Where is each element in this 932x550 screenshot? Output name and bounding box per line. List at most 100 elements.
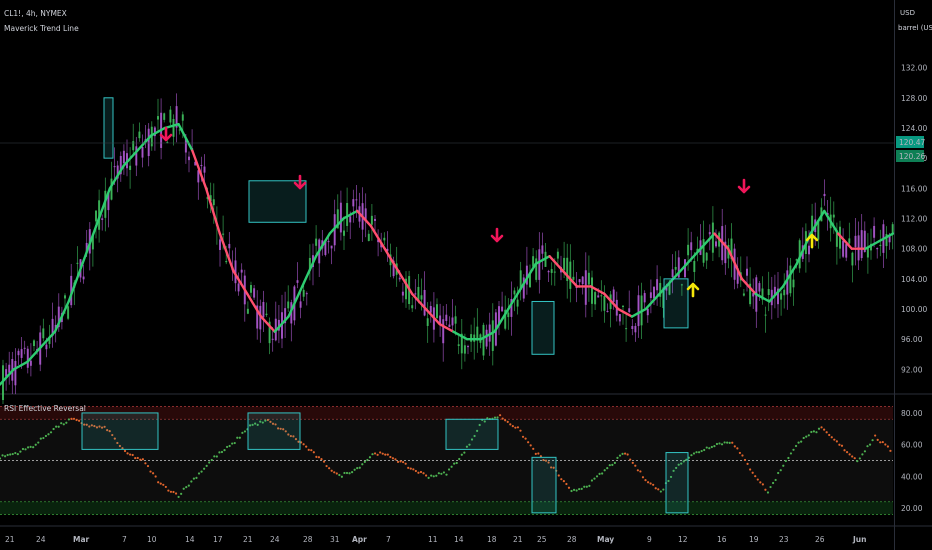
candle-body xyxy=(110,178,113,200)
rsi-reversal-box xyxy=(247,412,301,450)
rsi-point xyxy=(498,414,502,417)
rsi-point xyxy=(779,469,782,472)
rsi-point xyxy=(294,438,298,441)
candle-body xyxy=(107,192,110,211)
trend-line-segment xyxy=(40,330,57,348)
candle-body xyxy=(498,306,500,326)
trend-line-segment xyxy=(809,209,826,235)
rsi-point xyxy=(328,467,331,470)
rsi-point xyxy=(402,460,405,464)
candle-body xyxy=(228,243,231,249)
candle-body xyxy=(510,298,513,317)
candle-body xyxy=(26,348,29,368)
candle-body xyxy=(85,242,88,253)
rsi-point xyxy=(356,467,359,470)
rsi-point xyxy=(396,460,400,464)
candle-body xyxy=(135,146,138,166)
rsi-point xyxy=(631,461,634,464)
rsi-point xyxy=(144,462,147,465)
rsi-point xyxy=(608,464,611,467)
rsi-point xyxy=(72,417,76,420)
candle-body xyxy=(705,252,708,261)
candle-body xyxy=(188,156,190,161)
rsi-point xyxy=(266,418,269,422)
rsi-point xyxy=(624,452,627,455)
candle-body xyxy=(17,350,20,356)
candle-body xyxy=(622,305,624,308)
rsi-point xyxy=(473,434,476,438)
rsi-point xyxy=(299,441,303,444)
rsi-point xyxy=(685,458,688,461)
rsi-point xyxy=(817,427,821,430)
price-tick-label: 124.00 xyxy=(901,124,927,133)
rsi-point xyxy=(677,463,680,466)
rsi-point xyxy=(185,486,188,489)
rsi-point xyxy=(320,457,323,461)
candle-body xyxy=(761,288,764,300)
trend-line-segment xyxy=(287,285,304,318)
rsi-point xyxy=(233,441,236,445)
time-tick-label: 16 xyxy=(717,535,727,544)
candle-body xyxy=(835,230,838,247)
rsi-point xyxy=(863,450,867,453)
candle-body xyxy=(653,286,655,299)
candle-body xyxy=(677,257,680,278)
rsi-point xyxy=(458,457,461,461)
rsi-point xyxy=(754,475,757,478)
rsi-reversal-box xyxy=(531,456,557,514)
candle-body xyxy=(194,161,197,166)
trend-line-segment xyxy=(204,187,222,235)
rsi-point xyxy=(524,437,527,440)
rsi-point xyxy=(797,441,800,444)
rsi-point xyxy=(325,464,328,468)
candle-body xyxy=(414,293,417,295)
candle-body xyxy=(553,271,556,273)
rsi-point xyxy=(345,471,349,475)
candle-body xyxy=(687,244,690,256)
rsi-point xyxy=(465,445,469,448)
candle-body xyxy=(860,230,863,259)
rsi-point xyxy=(236,436,239,439)
rsi-point xyxy=(261,421,264,424)
rsi-point xyxy=(713,445,716,448)
rsi-point xyxy=(391,457,395,460)
candle-body xyxy=(308,257,311,271)
trend-line-segment xyxy=(53,300,70,333)
buy-arrow-icon xyxy=(805,233,819,249)
rsi-point xyxy=(570,489,573,493)
rsi-point xyxy=(552,466,555,469)
rsi-point xyxy=(42,436,45,440)
candle-body xyxy=(237,283,240,292)
rsi-point xyxy=(828,433,831,437)
rsi-point xyxy=(422,472,425,475)
rsi-point xyxy=(692,452,696,455)
rsi-point xyxy=(440,472,443,475)
rsi-point xyxy=(618,454,622,457)
rsi-point xyxy=(761,483,764,486)
candle-body xyxy=(491,320,494,351)
rsi-point xyxy=(419,470,423,474)
rsi-point xyxy=(75,418,78,422)
reversal-box xyxy=(248,180,307,223)
candle-body xyxy=(33,340,35,347)
reversal-box xyxy=(103,97,114,159)
candle-body xyxy=(467,346,469,348)
candle-body xyxy=(426,318,429,326)
symbol-line[interactable]: CL1!, 4h, NYMEX xyxy=(4,9,67,18)
sell-arrow-icon xyxy=(737,178,751,194)
rsi-point xyxy=(833,438,836,441)
candle-body xyxy=(587,272,590,285)
indicator-line[interactable]: Maverick Trend Line xyxy=(4,24,79,33)
rsi-point xyxy=(106,429,109,432)
candle-body xyxy=(383,237,386,241)
candle-body xyxy=(708,232,711,235)
rsi-point xyxy=(629,458,632,461)
rsi-title[interactable]: RSI Effective Reversal xyxy=(4,404,86,413)
price-tick-label: 128.00 xyxy=(901,94,927,103)
rsi-point xyxy=(736,447,739,450)
rsi-point xyxy=(389,455,392,459)
trend-line-segment xyxy=(0,368,15,386)
candle-body xyxy=(451,317,454,326)
rsi-point xyxy=(312,451,315,454)
